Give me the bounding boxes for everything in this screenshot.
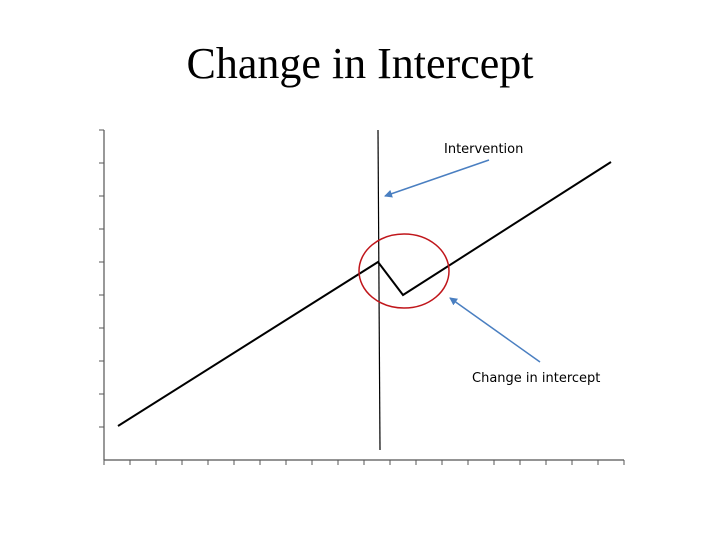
intercept-arrow: [449, 297, 541, 363]
intervention-label: Intervention: [444, 142, 523, 157]
y-axis: [99, 129, 105, 460]
trend-line: [117, 161, 612, 427]
x-axis-ticks: [103, 460, 625, 465]
intervention-arrow: [384, 159, 490, 198]
change-in-intercept-label: Change in intercept: [472, 371, 600, 386]
slide-title: Change in Intercept: [186, 39, 534, 88]
x-axis: [103, 459, 625, 465]
highlight-circle: [358, 233, 450, 309]
intervention-line: [377, 129, 381, 451]
y-axis-ticks: [99, 129, 104, 428]
